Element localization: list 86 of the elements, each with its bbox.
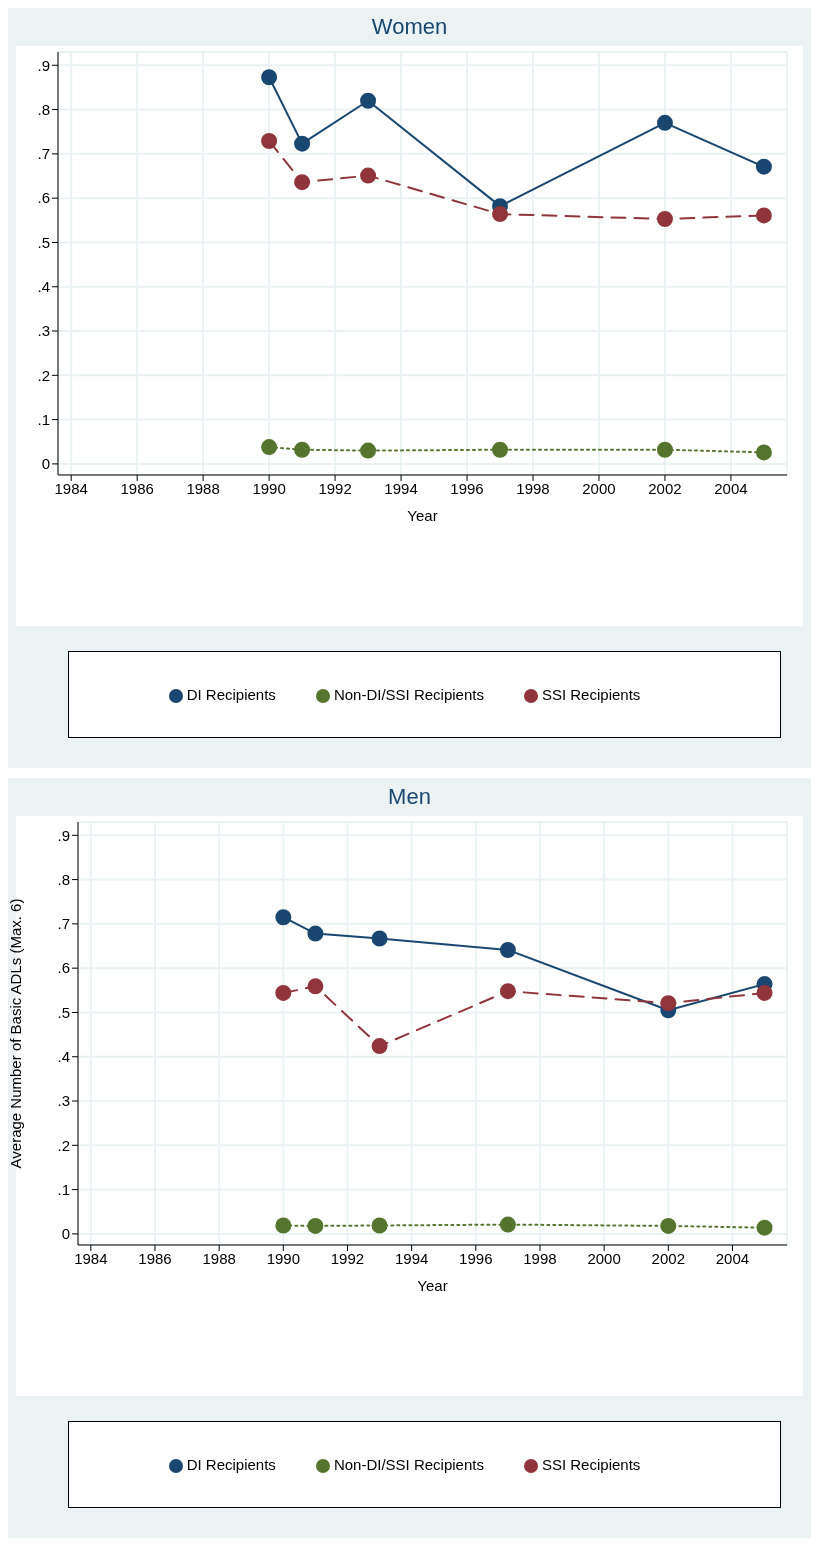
y-tick-label: .8: [57, 870, 70, 888]
point: [492, 441, 509, 458]
y-tick-label: .6: [37, 189, 50, 207]
legend-label: Non-DI/SSI Recipients: [333, 685, 484, 703]
x-tick-label: 1986: [138, 1249, 172, 1267]
x-tick-label: 1998: [523, 1249, 557, 1267]
y-tick-label: .2: [37, 366, 50, 384]
x-tick-label: 1988: [186, 479, 220, 497]
x-tick-label: 1996: [450, 479, 484, 497]
x-tick-label: 2000: [587, 1249, 621, 1267]
x-tick-label: 1984: [54, 479, 88, 497]
x-tick-label: 2000: [582, 479, 616, 497]
point: [499, 942, 516, 958]
point: [261, 133, 278, 150]
x-tick-label: 1994: [394, 1249, 429, 1267]
y-tick-label: .2: [57, 1136, 70, 1154]
point: [499, 983, 516, 1000]
point: [755, 207, 772, 224]
point: [307, 925, 324, 942]
x-tick-label: 1992: [318, 479, 352, 497]
legend-label: SSI Recipients: [541, 685, 641, 703]
legend-label: Non-DI/SSI Recipients: [333, 1455, 484, 1473]
point: [360, 92, 377, 109]
y-tick-label: .7: [37, 145, 50, 163]
point: [371, 1217, 388, 1234]
point: [261, 69, 278, 86]
x-tick-label: 1998: [516, 479, 550, 497]
x-tick-label: 2002: [651, 1249, 685, 1267]
point: [371, 1038, 388, 1055]
y-tick-label: 0: [61, 1225, 70, 1243]
y-tick-label: 0: [41, 455, 50, 473]
point: [307, 1217, 324, 1234]
point: [275, 909, 292, 926]
point: [656, 210, 673, 227]
x-axis-title: Year: [417, 1276, 448, 1294]
point: [261, 439, 278, 456]
x-tick-label: 1994: [384, 479, 418, 497]
y-tick-label: .9: [57, 826, 70, 844]
point: [294, 174, 311, 191]
point: [275, 1217, 292, 1234]
y-tick-label: .5: [37, 233, 50, 251]
point: [656, 441, 673, 458]
y-tick-label: .4: [57, 1048, 70, 1066]
x-tick-label: 1996: [459, 1249, 493, 1267]
x-axis-title: Year: [407, 506, 438, 524]
y-tick-label: .3: [57, 1092, 70, 1110]
x-tick-label: 2002: [648, 479, 682, 497]
point: [755, 444, 772, 461]
legend-label: DI Recipients: [186, 685, 276, 703]
point: [756, 1219, 773, 1236]
legend-label: SSI Recipients: [541, 1455, 641, 1473]
x-tick-label: 1990: [266, 1249, 301, 1267]
y-tick-label: .6: [57, 959, 70, 977]
point: [756, 984, 773, 1001]
y-tick-label: .5: [57, 1003, 70, 1021]
legend-label: DI Recipients: [186, 1455, 276, 1473]
chart-title: Men: [387, 784, 432, 810]
point: [360, 167, 377, 184]
y-axis-title: Average Number of Basic ADLs (Max. 6): [7, 898, 25, 1169]
point: [660, 1217, 677, 1234]
y-tick-label: .4: [37, 278, 50, 296]
x-tick-label: 1986: [120, 479, 154, 497]
point: [660, 995, 677, 1012]
point: [656, 114, 673, 131]
point: [492, 206, 509, 223]
y-tick-label: .8: [37, 100, 50, 118]
point: [755, 158, 772, 175]
y-tick-label: .9: [37, 56, 50, 74]
y-tick-label: .1: [57, 1180, 70, 1198]
x-tick-label: 1992: [330, 1249, 365, 1267]
chart-title: Women: [370, 14, 449, 40]
y-tick-label: .7: [57, 915, 70, 933]
y-tick-label: .1: [37, 410, 50, 428]
y-tick-label: .3: [37, 322, 50, 340]
point: [360, 442, 377, 459]
x-tick-label: 1990: [252, 479, 286, 497]
x-tick-label: 2004: [714, 479, 748, 497]
x-tick-label: 1984: [74, 1249, 108, 1267]
x-tick-label: 2004: [715, 1249, 750, 1267]
point: [294, 135, 311, 152]
x-tick-label: 1988: [202, 1249, 236, 1267]
point: [307, 978, 324, 995]
point: [294, 441, 311, 458]
point: [371, 930, 388, 947]
point: [275, 984, 292, 1001]
point: [499, 1216, 516, 1233]
